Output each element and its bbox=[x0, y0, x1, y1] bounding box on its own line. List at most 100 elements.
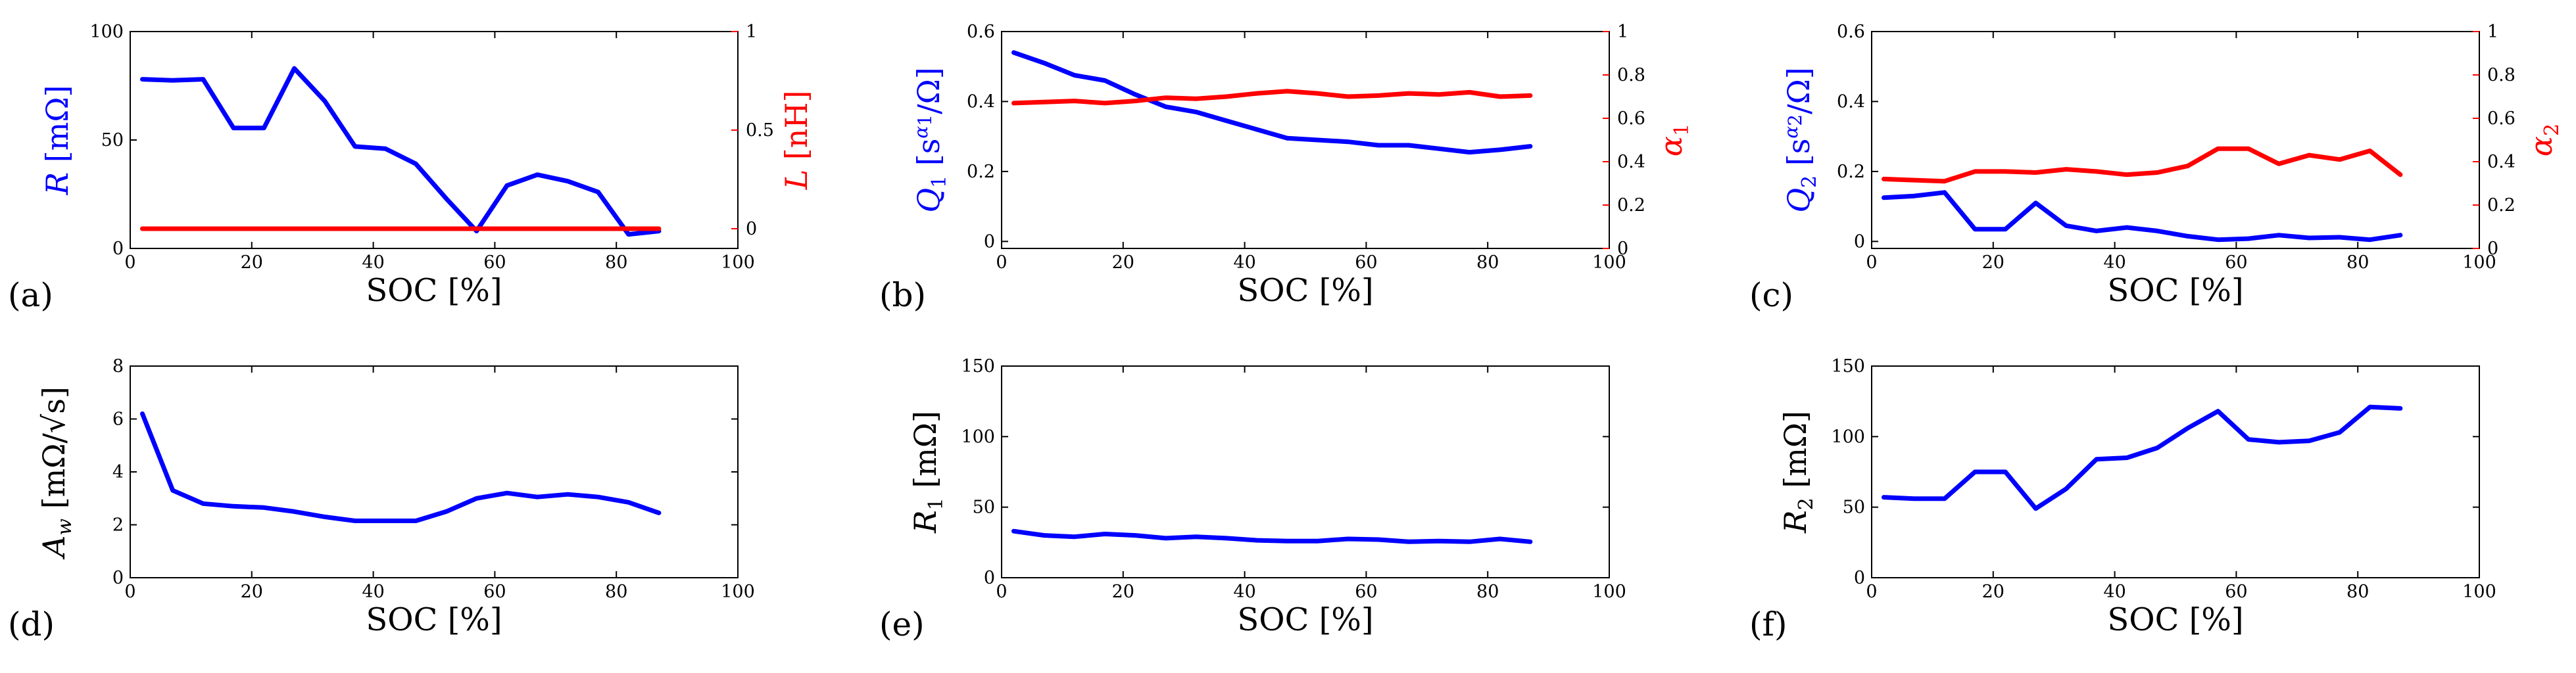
y-tick-label: 0 bbox=[984, 568, 995, 588]
series-line-α1 bbox=[1011, 89, 1533, 106]
series-line-R1 bbox=[1011, 528, 1533, 544]
y-tick-label: 0.6 bbox=[1837, 22, 1865, 42]
x-tick-label: 40 bbox=[1233, 252, 1255, 273]
plot-frame bbox=[1871, 31, 2480, 249]
y-tick-label: 50 bbox=[1843, 498, 1865, 518]
x-tick-label: 0 bbox=[1866, 252, 1877, 273]
y2-tick-label: 0.4 bbox=[2487, 152, 2515, 172]
y2-tick-label: 0 bbox=[2487, 239, 2498, 259]
panel-label: (d) bbox=[8, 605, 55, 643]
x-tick-label: 40 bbox=[362, 252, 384, 273]
x-tick-label: 100 bbox=[2462, 582, 2496, 602]
series-line-R bbox=[140, 66, 662, 237]
x-tick-label: 60 bbox=[2225, 252, 2247, 273]
y2-tick-label: 0.2 bbox=[2487, 195, 2515, 216]
x-tick-label: 60 bbox=[483, 252, 506, 273]
y2-axis-label: α2 bbox=[2523, 124, 2564, 156]
y-tick-label: 6 bbox=[112, 409, 124, 430]
chart-panel-4: 0 20 40 60 80 100 0 2 4 6 8 SOC [%] Aw [mΩ/√s] (d) bbox=[8, 356, 755, 643]
panel-label: (e) bbox=[879, 605, 925, 643]
x-tick-label: 40 bbox=[2103, 582, 2126, 602]
y-axis-label: Q1 [sα1/Ω] bbox=[910, 67, 951, 212]
x-tick-label: 0 bbox=[1866, 582, 1877, 602]
plot-frame bbox=[1001, 365, 1610, 578]
y-tick-label: 150 bbox=[1831, 356, 1865, 377]
x-tick-label: 40 bbox=[362, 582, 384, 602]
y2-tick-label: 1 bbox=[2487, 22, 2498, 42]
y2-tick-label: 0 bbox=[1617, 239, 1628, 259]
x-tick-label: 80 bbox=[605, 252, 627, 273]
x-axis-label: SOC [%] bbox=[1237, 601, 1373, 638]
x-tick-label: 60 bbox=[1355, 252, 1377, 273]
panel-label: (c) bbox=[1749, 276, 1793, 314]
y-tick-label: 150 bbox=[961, 356, 995, 377]
y-tick-label: 8 bbox=[112, 356, 124, 377]
panel-label: (a) bbox=[8, 276, 53, 314]
chart-panel-1: 0 20 40 60 80 100 0 50 100 0 0.5 1 SOC [%] R [mΩ] L [n… bbox=[8, 22, 814, 314]
y-axis-label: Aw [mΩ/√s] bbox=[36, 386, 76, 560]
x-tick-label: 80 bbox=[1476, 252, 1499, 273]
series-line-Q1 bbox=[1011, 50, 1533, 155]
y-tick-label: 0.2 bbox=[967, 162, 995, 182]
x-tick-label: 20 bbox=[1112, 252, 1134, 273]
y-tick-label: 50 bbox=[973, 498, 995, 518]
y2-tick-label: 0.4 bbox=[1617, 152, 1645, 172]
y-tick-label: 0.6 bbox=[967, 22, 995, 42]
x-tick-label: 100 bbox=[1592, 582, 1626, 602]
x-tick-label: 20 bbox=[1112, 582, 1134, 602]
x-axis-label: SOC [%] bbox=[366, 601, 502, 638]
x-tick-label: 0 bbox=[996, 582, 1007, 602]
y-tick-label: 0.4 bbox=[967, 91, 995, 112]
x-tick-label: 100 bbox=[721, 582, 755, 602]
y-tick-label: 2 bbox=[112, 515, 124, 536]
x-axis-label: SOC [%] bbox=[2107, 272, 2243, 309]
x-tick-label: 20 bbox=[241, 582, 263, 602]
x-tick-label: 100 bbox=[721, 252, 755, 273]
y-tick-label: 50 bbox=[101, 130, 124, 151]
chart-panel-3: 0 20 40 60 80 10000.20.40.600.20.40.60.81SOC … bbox=[1749, 22, 2564, 314]
x-tick-label: 0 bbox=[124, 582, 135, 602]
y2-tick-label: 0.6 bbox=[1617, 108, 1645, 129]
x-tick-label: 20 bbox=[1982, 252, 2005, 273]
panel-label: (f) bbox=[1749, 605, 1787, 643]
x-axis-label: SOC [%] bbox=[2107, 601, 2243, 638]
x-tick-label: 80 bbox=[2346, 582, 2369, 602]
y-tick-label: 0 bbox=[1854, 231, 1865, 252]
x-tick-label: 60 bbox=[2225, 582, 2247, 602]
x-tick-label: 100 bbox=[2462, 252, 2496, 273]
x-axis-label: SOC [%] bbox=[1237, 272, 1373, 309]
y2-tick-label: 0.5 bbox=[746, 120, 774, 141]
plot-frame bbox=[1001, 31, 1610, 249]
series-line-Q2 bbox=[1882, 190, 2403, 243]
y-tick-label: 0 bbox=[984, 231, 995, 252]
plot-frame bbox=[130, 365, 739, 578]
y-tick-label: 0 bbox=[1854, 568, 1865, 588]
y-axis-label: R1 [mΩ] bbox=[908, 411, 948, 534]
x-tick-label: 80 bbox=[2346, 252, 2369, 273]
y2-tick-label: 0.2 bbox=[1617, 195, 1645, 216]
x-tick-label: 20 bbox=[1982, 582, 2005, 602]
x-tick-label: 0 bbox=[996, 252, 1007, 273]
x-tick-label: 0 bbox=[124, 252, 135, 273]
x-tick-label: 60 bbox=[1355, 582, 1377, 602]
plot-frame bbox=[1871, 365, 2480, 578]
y2-tick-label: 0.6 bbox=[2487, 108, 2515, 129]
x-tick-label: 40 bbox=[1233, 582, 1255, 602]
y-tick-label: 4 bbox=[112, 462, 124, 482]
y2-tick-label: 0.8 bbox=[1617, 65, 1645, 85]
y2-tick-label: 0 bbox=[746, 219, 757, 239]
y-tick-label: 0.4 bbox=[1837, 91, 1865, 112]
y-axis-label: R [mΩ] bbox=[39, 85, 75, 196]
y-tick-label: 100 bbox=[89, 22, 124, 42]
y-tick-label: 100 bbox=[961, 427, 995, 447]
y2-axis-label: L [nH] bbox=[779, 91, 814, 191]
series-line-Aw bbox=[140, 411, 662, 523]
series-line-R2 bbox=[1882, 404, 2403, 511]
y-axis-label: R2 [mΩ] bbox=[1778, 411, 1818, 534]
y2-tick-label: 0.8 bbox=[2487, 65, 2515, 85]
x-tick-label: 80 bbox=[1476, 582, 1499, 602]
x-tick-label: 80 bbox=[605, 582, 627, 602]
y-tick-label: 0.2 bbox=[1837, 162, 1865, 182]
chart-panel-5: 0 20 40 60 80 100 0 50 100 150 SOC [%] R1 [mΩ] (e) bbox=[879, 356, 1626, 643]
